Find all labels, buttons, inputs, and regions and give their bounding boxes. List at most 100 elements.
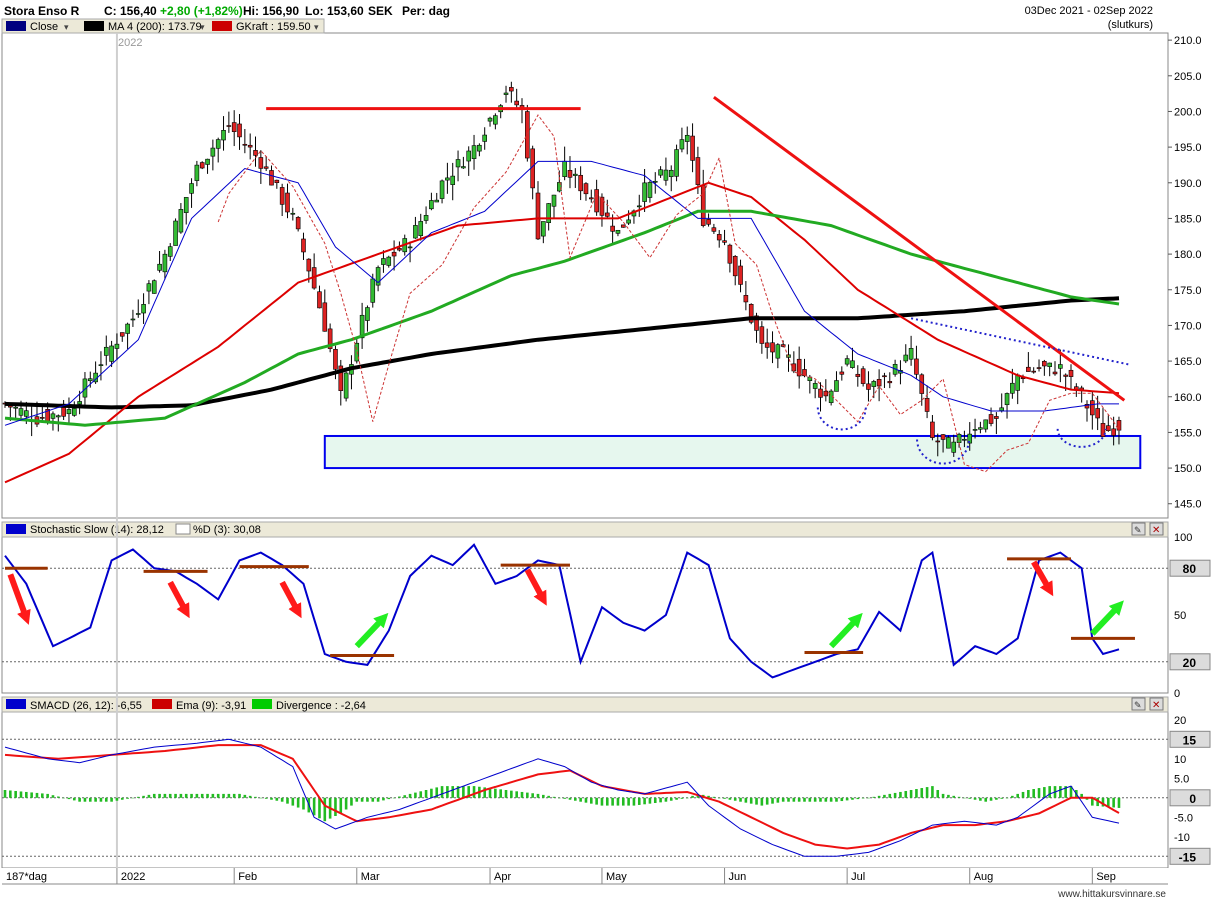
divergence-bar bbox=[973, 797, 977, 800]
legend-close-dropdown-icon[interactable]: ▾ bbox=[64, 22, 69, 32]
divergence-bar bbox=[733, 797, 737, 801]
candle-down bbox=[887, 381, 893, 384]
divergence-bar bbox=[723, 797, 726, 799]
divergence-bar bbox=[835, 797, 838, 802]
candle-down bbox=[620, 224, 626, 228]
divergence-bar bbox=[371, 797, 375, 802]
candle-up bbox=[135, 313, 141, 315]
divergence-bar bbox=[67, 797, 71, 800]
divergence-bar bbox=[51, 795, 55, 798]
divergence-bar bbox=[915, 789, 918, 798]
divergence-bar bbox=[872, 796, 876, 798]
divergence-bar bbox=[419, 791, 423, 798]
divergence-bar bbox=[494, 788, 497, 798]
legend-ma[interactable]: MA 4 (200): 173.79 bbox=[108, 21, 202, 33]
divergence-bar bbox=[382, 797, 385, 801]
candle-up bbox=[903, 354, 909, 362]
stoch-settings-icon[interactable] bbox=[1131, 522, 1146, 536]
candle-down bbox=[279, 187, 285, 205]
candle-up bbox=[359, 314, 365, 339]
divergence-bar bbox=[520, 791, 524, 798]
divergence-bar bbox=[398, 796, 401, 798]
divergence-bar bbox=[323, 797, 327, 822]
divergence-bar bbox=[57, 796, 60, 798]
sell-arrow bbox=[279, 580, 302, 619]
candle-down bbox=[247, 144, 253, 148]
divergence-bar bbox=[936, 790, 940, 798]
divergence-bar bbox=[462, 786, 465, 798]
candle-up bbox=[445, 177, 450, 181]
candle-up bbox=[541, 221, 546, 237]
divergence-bar bbox=[334, 797, 337, 816]
candle-up bbox=[221, 130, 226, 141]
candle-up bbox=[365, 307, 370, 321]
candle-up bbox=[978, 427, 983, 430]
divergence-bar bbox=[605, 797, 609, 806]
macd-close-icon[interactable] bbox=[1149, 697, 1164, 711]
divergence-bar bbox=[947, 794, 950, 798]
divergence-bar bbox=[819, 797, 822, 802]
legend-gkraft[interactable]: GKraft : 159.50 bbox=[236, 21, 311, 33]
stoch-close-icon[interactable] bbox=[1149, 522, 1164, 536]
divergence-bar bbox=[712, 796, 716, 798]
candle-up bbox=[663, 169, 669, 181]
candle-up bbox=[87, 378, 93, 382]
candle-up bbox=[98, 364, 104, 366]
currency: SEK bbox=[368, 4, 393, 18]
macd-settings-icon[interactable] bbox=[1131, 697, 1146, 711]
divergence-bar bbox=[392, 797, 396, 799]
candle-down bbox=[924, 397, 930, 412]
candle-up bbox=[418, 221, 424, 237]
divergence-bar bbox=[120, 797, 124, 800]
candle-up bbox=[999, 407, 1005, 411]
stochastic-panel bbox=[1, 536, 1169, 694]
legend-gkraft-dropdown-icon[interactable]: ▾ bbox=[314, 22, 319, 32]
candle-up bbox=[1004, 393, 1010, 406]
symbol-name: Stora Enso R bbox=[4, 4, 80, 18]
dotted-trendline bbox=[910, 317, 1130, 366]
divergence-bar bbox=[904, 790, 908, 798]
macd-y-tick-label: 10 bbox=[1174, 754, 1186, 766]
divergence-bar bbox=[755, 797, 758, 805]
candle-up bbox=[557, 182, 562, 192]
divergence-bar bbox=[366, 797, 369, 802]
candle-down bbox=[61, 407, 66, 417]
divergence-bar bbox=[552, 796, 556, 798]
divergence-bar bbox=[227, 793, 231, 798]
x-tick-label: 2022 bbox=[121, 871, 145, 883]
divergence-bar bbox=[893, 792, 897, 798]
candle-down bbox=[263, 166, 269, 169]
candle-up bbox=[946, 437, 951, 449]
divergence-bar bbox=[1059, 786, 1062, 798]
candle-down bbox=[327, 328, 333, 349]
candle-up bbox=[125, 323, 130, 334]
candle-up bbox=[471, 145, 477, 159]
candle-down bbox=[1042, 361, 1047, 367]
divergence-bar bbox=[851, 797, 854, 800]
candle-up bbox=[775, 344, 781, 359]
legend-ma-dropdown-icon[interactable]: ▾ bbox=[200, 22, 205, 32]
price-y-tick-label: 175.0 bbox=[1174, 285, 1202, 297]
divergence-bar bbox=[888, 793, 892, 798]
macd-level-label: -15 bbox=[1179, 850, 1197, 864]
candle-up bbox=[493, 115, 498, 125]
x-tick-label: Jun bbox=[729, 871, 747, 883]
candle-up bbox=[450, 175, 456, 185]
divergence-bar bbox=[781, 797, 785, 802]
divergence-bar bbox=[797, 797, 801, 802]
x-tick-label: Feb bbox=[238, 871, 257, 883]
divergence-bar bbox=[1037, 788, 1041, 798]
ema-line bbox=[4, 744, 1120, 850]
divergence-bar bbox=[787, 797, 790, 802]
candle-up bbox=[194, 164, 200, 181]
candle-up bbox=[189, 183, 194, 194]
divergence-bar bbox=[142, 795, 145, 798]
candle-up bbox=[546, 203, 551, 223]
macd-legend: SMACD (26, 12): -6,55 Ema (9): -3,91 Div… bbox=[1, 696, 1169, 713]
divergence-bar bbox=[3, 790, 7, 798]
candle-down bbox=[583, 183, 589, 195]
legend-close[interactable]: Close bbox=[30, 21, 58, 33]
divergence-bar bbox=[126, 797, 129, 799]
divergence-bar bbox=[408, 793, 412, 798]
macd-y-tick-label: -10 bbox=[1174, 832, 1190, 844]
